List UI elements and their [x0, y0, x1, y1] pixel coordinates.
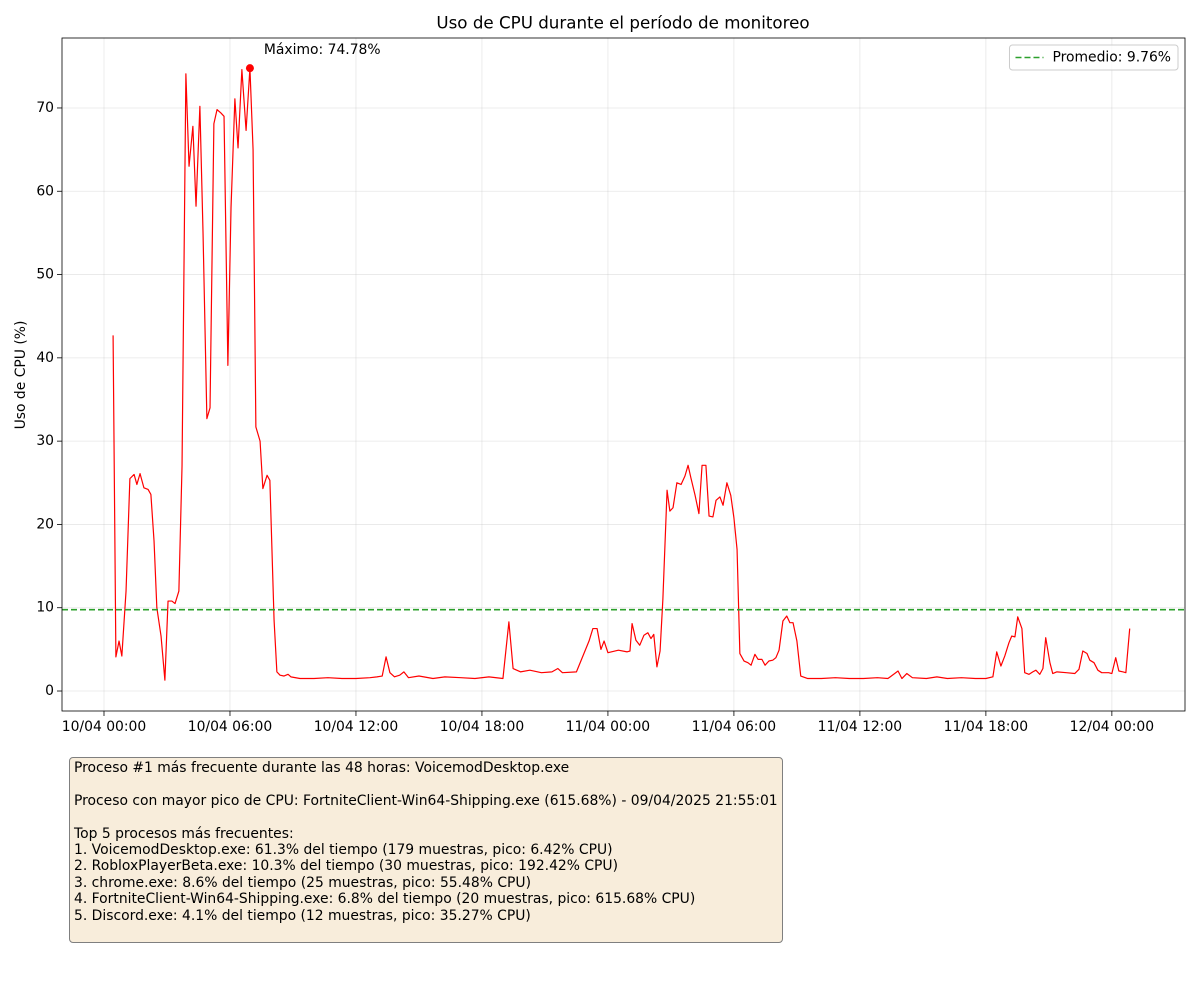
x-tick-label: 11/04 18:00: [944, 719, 1028, 735]
y-tick-label: 70: [36, 100, 54, 116]
info-group: Proceso #1 más frecuente durante las 48 …: [74, 760, 778, 776]
info-line: 4. FortniteClient-Win64-Shipping.exe: 6.…: [74, 891, 696, 908]
info-box: Proceso #1 más frecuente durante las 48 …: [69, 757, 783, 944]
axes-frame: [61, 37, 1186, 712]
info-line: Proceso con mayor pico de CPU: FortniteC…: [74, 792, 778, 809]
x-tick-label: 11/04 06:00: [692, 719, 776, 735]
chart: Uso de CPU durante el período de monitor…: [13, 13, 1186, 735]
info-line: Proceso #1 más frecuente durante las 48 …: [74, 760, 570, 776]
chart-title: Uso de CPU durante el período de monitor…: [436, 13, 809, 33]
y-axis-label: Uso de CPU (%): [13, 321, 29, 430]
legend-box: [1008, 44, 1179, 71]
max-marker: [245, 64, 254, 73]
x-tick-label: 10/04 12:00: [314, 719, 398, 735]
info-group: Proceso con mayor pico de CPU: FortniteC…: [74, 793, 778, 809]
y-tick-label: 40: [36, 350, 54, 366]
info-line: 1. VoicemodDesktop.exe: 61.3% del tiempo…: [74, 842, 613, 858]
y-tick-label: 50: [36, 267, 54, 283]
info-group: Top 5 procesos más frecuentes: 1. Voicemo…: [74, 826, 778, 924]
info-line: 2. RobloxPlayerBeta.exe: 10.3% del tiemp…: [74, 858, 619, 875]
grid: [62, 38, 1185, 711]
info-line: Top 5 procesos más frecuentes:: [74, 825, 294, 842]
x-tick-label: 11/04 12:00: [818, 719, 902, 735]
info-line: 3. chrome.exe: 8.6% del tiempo (25 muest…: [74, 874, 532, 891]
x-tick-label: 10/04 00:00: [62, 719, 146, 735]
cpu-line: [112, 67, 1131, 681]
x-tick-label: 12/04 00:00: [1070, 719, 1154, 735]
x-tick-label: 10/04 06:00: [188, 719, 272, 735]
max-annotation: Máximo: 74.78%: [264, 42, 381, 58]
y-tick-label: 60: [36, 183, 54, 199]
y-tick-label: 10: [36, 600, 54, 616]
legend-label: Promedio: 9.76%: [1052, 50, 1171, 66]
y-tick-label: 30: [36, 433, 54, 449]
legend: Promedio: 9.76%: [1008, 44, 1179, 71]
y-tick-label: 0: [45, 683, 54, 699]
x-tick-label: 11/04 00:00: [566, 719, 650, 735]
y-tick-label: 20: [36, 516, 54, 532]
info-line: 5. Discord.exe: 4.1% del tiempo (12 mues…: [74, 907, 531, 924]
x-tick-label: 10/04 18:00: [440, 719, 524, 735]
